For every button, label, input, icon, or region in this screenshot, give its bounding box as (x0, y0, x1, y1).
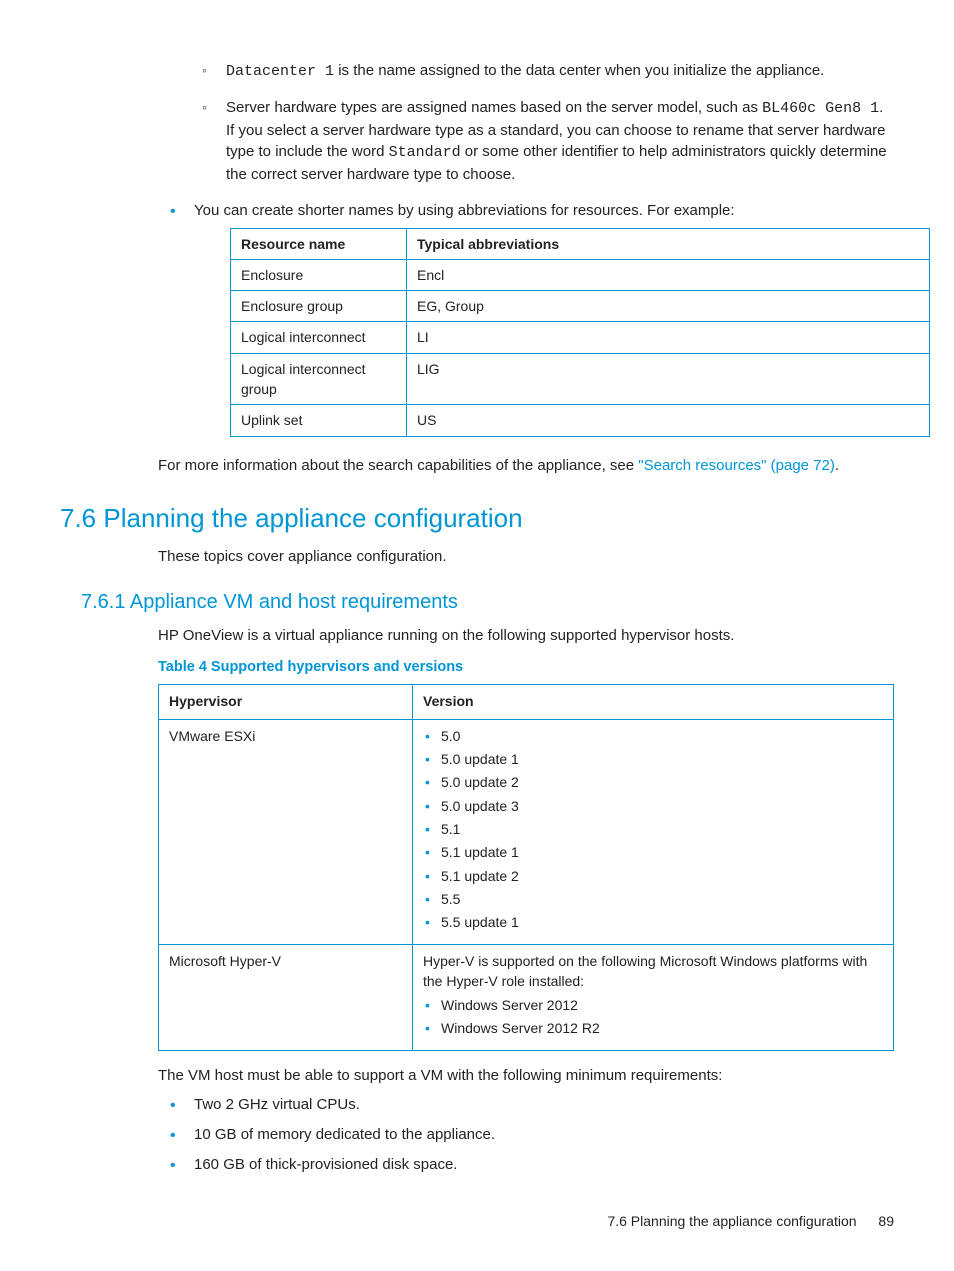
table-header-row: Hypervisor Version (159, 684, 894, 719)
table-caption: Table 4 Supported hypervisors and versio… (158, 657, 894, 678)
table-cell: Enclosure (231, 259, 407, 290)
table-cell: Logical interconnect group (231, 353, 407, 405)
table-cell: 5.0 5.0 update 1 5.0 update 2 5.0 update… (413, 719, 894, 944)
table-cell: Encl (407, 259, 930, 290)
list-item: 5.1 update 2 (423, 866, 883, 886)
abbrev-table: Resource name Typical abbreviations Encl… (230, 228, 930, 437)
list-item: 5.0 update 1 (423, 749, 883, 769)
list-item: 10 GB of memory dedicated to the applian… (158, 1124, 894, 1146)
table-cell: US (407, 405, 930, 436)
list-item: 5.0 update 2 (423, 772, 883, 792)
list-item: Two 2 GHz virtual CPUs. (158, 1094, 894, 1116)
table-row: Logical interconnect group LIG (231, 353, 930, 405)
table-cell: Hyper-V is supported on the following Mi… (413, 944, 894, 1050)
list-item: Datacenter 1 is the name assigned to the… (206, 60, 894, 83)
table-cell: LIG (407, 353, 930, 405)
table-cell: VMware ESXi (159, 719, 413, 944)
body-text: . (835, 457, 839, 474)
intro-bullet: You can create shorter names by using ab… (158, 200, 894, 437)
table-row: Uplink set US (231, 405, 930, 436)
list-item: You can create shorter names by using ab… (158, 200, 894, 437)
version-list: Windows Server 2012 Windows Server 2012 … (423, 995, 883, 1039)
page-footer: 7.6 Planning the appliance configuration… (607, 1211, 894, 1231)
footer-title: 7.6 Planning the appliance configuration (607, 1213, 856, 1229)
table-row: Logical interconnect LI (231, 322, 930, 353)
search-info-paragraph: For more information about the search ca… (158, 455, 894, 477)
table-header-cell: Hypervisor (159, 684, 413, 719)
list-item: 5.0 update 3 (423, 796, 883, 816)
code-text: Standard (389, 144, 461, 161)
subsection-heading: 7.6.1 Appliance VM and host requirements (81, 588, 894, 617)
table-header-cell: Version (413, 684, 894, 719)
list-item: 5.5 update 1 (423, 912, 883, 932)
body-text: HP OneView is a virtual appliance runnin… (158, 625, 894, 647)
body-text: The VM host must be able to support a VM… (158, 1065, 894, 1087)
table-row: Microsoft Hyper-V Hyper-V is supported o… (159, 944, 894, 1050)
page: Datacenter 1 is the name assigned to the… (0, 0, 954, 1271)
list-item: Windows Server 2012 R2 (423, 1018, 883, 1038)
table-header-cell: Resource name (231, 228, 407, 259)
body-text: Server hardware types are assigned names… (226, 99, 762, 116)
intro-sublist: Datacenter 1 is the name assigned to the… (158, 60, 894, 186)
table-cell: Microsoft Hyper-V (159, 944, 413, 1050)
req-list: Two 2 GHz virtual CPUs. 10 GB of memory … (158, 1094, 894, 1175)
table-cell: LI (407, 322, 930, 353)
body-text: You can create shorter names by using ab… (194, 202, 735, 219)
hypervisor-table: Hypervisor Version VMware ESXi 5.0 5.0 u… (158, 684, 894, 1051)
table-cell: Uplink set (231, 405, 407, 436)
table-row: Enclosure group EG, Group (231, 291, 930, 322)
table-cell: Enclosure group (231, 291, 407, 322)
body-text: Hyper-V is supported on the following Mi… (423, 951, 883, 992)
list-item: 5.0 (423, 726, 883, 746)
list-item: 5.1 update 1 (423, 842, 883, 862)
body-text: For more information about the search ca… (158, 457, 638, 474)
version-list: 5.0 5.0 update 1 5.0 update 2 5.0 update… (423, 726, 883, 933)
table-cell: EG, Group (407, 291, 930, 322)
table-header-cell: Typical abbreviations (407, 228, 930, 259)
list-item: 5.1 (423, 819, 883, 839)
list-item: 160 GB of thick-provisioned disk space. (158, 1154, 894, 1176)
code-text: BL460c Gen8 1 (762, 100, 879, 117)
link-text[interactable]: "Search resources" (page 72) (638, 457, 835, 474)
list-item: Server hardware types are assigned names… (206, 97, 894, 186)
page-number: 89 (878, 1213, 894, 1229)
body-text: is the name assigned to the data center … (334, 62, 824, 79)
list-item: Windows Server 2012 (423, 995, 883, 1015)
section-heading: 7.6 Planning the appliance configuration (60, 500, 894, 538)
table-row: Enclosure Encl (231, 259, 930, 290)
table-row: VMware ESXi 5.0 5.0 update 1 5.0 update … (159, 719, 894, 944)
content-area: Datacenter 1 is the name assigned to the… (158, 60, 894, 1176)
body-text: These topics cover appliance configurati… (158, 546, 894, 568)
list-item: 5.5 (423, 889, 883, 909)
table-header-row: Resource name Typical abbreviations (231, 228, 930, 259)
code-text: Datacenter 1 (226, 63, 334, 80)
table-cell: Logical interconnect (231, 322, 407, 353)
